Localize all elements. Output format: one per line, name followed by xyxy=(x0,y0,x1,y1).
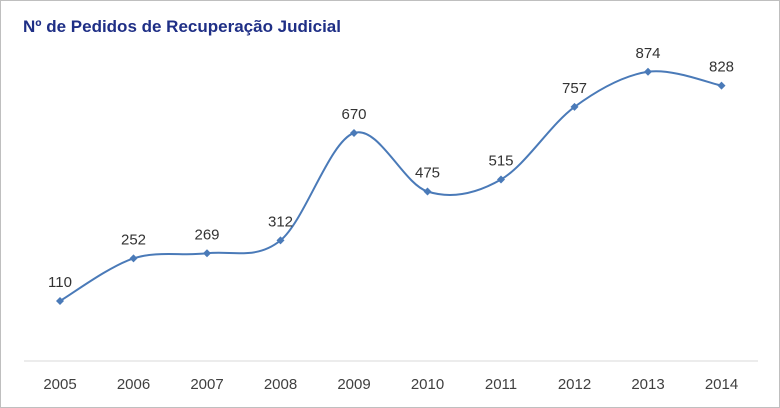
data-point-marker-2007 xyxy=(203,249,211,258)
data-label-2012: 757 xyxy=(562,80,587,97)
data-point-marker-2011 xyxy=(497,175,505,184)
data-label-2007: 269 xyxy=(194,226,219,243)
x-tick-label-2007: 2007 xyxy=(190,376,223,393)
x-axis-tick-labels: 2005 2006 2007 2008 2009 2010 2011 2012 2013 2014 xyxy=(43,376,738,393)
data-label-2013: 874 xyxy=(635,45,660,62)
data-point-marker-2005 xyxy=(56,297,64,305)
x-tick-label-2005: 2005 xyxy=(43,376,76,393)
data-label-2006: 252 xyxy=(121,231,146,248)
data-point-marker-2013 xyxy=(644,67,652,76)
data-label-2009: 670 xyxy=(341,106,366,123)
series-line xyxy=(59,70,722,302)
data-label-2008: 312 xyxy=(268,213,293,230)
data-point-marker-2009 xyxy=(350,129,358,137)
chart-title: Nº de Pedidos de Recuperação Judicial xyxy=(23,17,341,36)
x-tick-label-2010: 2010 xyxy=(411,376,444,393)
data-point-marker-2012 xyxy=(570,102,579,111)
x-tick-label-2011: 2011 xyxy=(485,376,517,393)
data-point-marker-2006 xyxy=(129,254,138,263)
data-label-2014: 828 xyxy=(709,59,734,76)
data-label-2011: 515 xyxy=(488,153,513,170)
data-label-2010: 475 xyxy=(415,165,440,182)
x-tick-label-2013: 2013 xyxy=(631,376,664,393)
data-point-marker-2014 xyxy=(717,81,726,90)
x-tick-label-2012: 2012 xyxy=(558,376,591,393)
data-point-marker-2010 xyxy=(423,187,432,196)
data-label-2005: 110 xyxy=(48,274,72,291)
x-tick-label-2006: 2006 xyxy=(117,376,150,393)
data-point-marker-2008 xyxy=(276,236,285,245)
series-layer xyxy=(56,67,726,305)
x-tick-label-2014: 2014 xyxy=(705,376,738,393)
data-labels: 110 252 269 312 670 475 515 757 874 828 xyxy=(48,45,734,291)
x-tick-label-2009: 2009 xyxy=(337,376,370,393)
x-tick-label-2008: 2008 xyxy=(264,376,297,393)
